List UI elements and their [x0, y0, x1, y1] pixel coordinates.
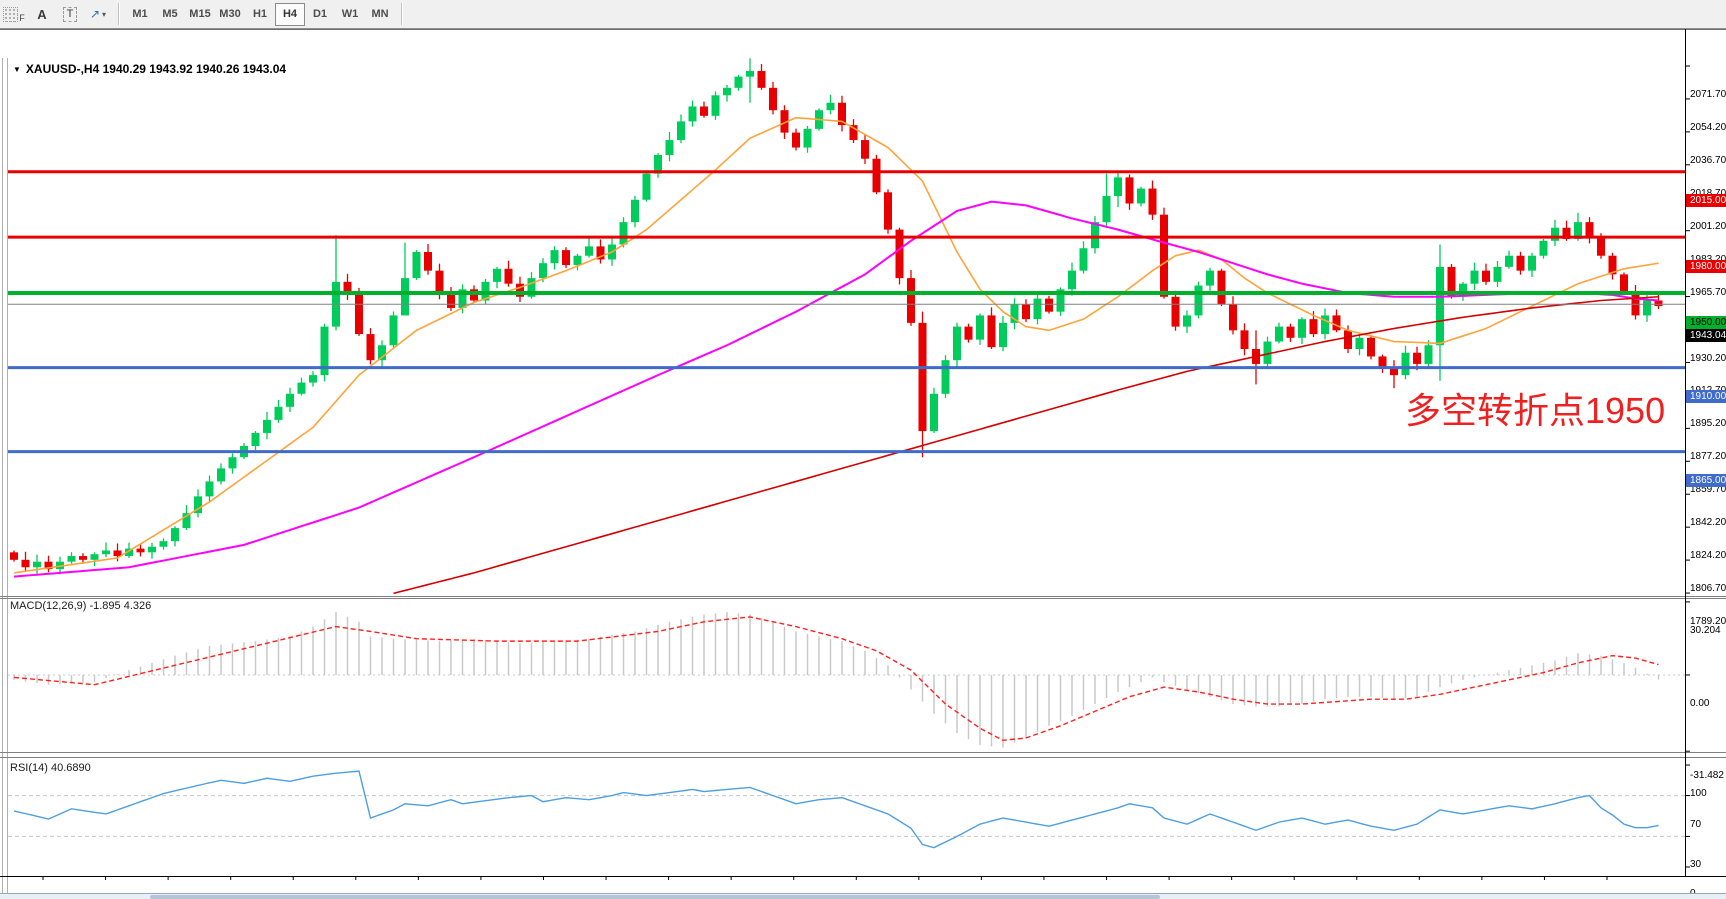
hline-price-badge: 1950.00 — [1686, 315, 1726, 329]
chart-window[interactable]: 多空转折点1950 ▼ XAUUSD-,H4 1940.29 1943.92 1… — [0, 29, 1726, 899]
shapes-dropdown-button[interactable]: ↗ ▾ — [86, 3, 110, 25]
chart-left-border — [7, 58, 8, 893]
symbol-ohlc-text: XAUUSD-,H4 1940.29 1943.92 1940.26 1943.… — [25, 62, 287, 76]
timeframe-button-h1[interactable]: H1 — [252, 7, 268, 20]
price-tick-label: 1789.20 — [1690, 616, 1726, 628]
grid-icon — [3, 6, 19, 22]
letter-a-icon: A — [37, 6, 47, 22]
indicator-tick-label: 70 — [1690, 818, 1702, 830]
price-tick-label: 2036.70 — [1690, 154, 1726, 166]
horizontal-scrollbar[interactable] — [0, 893, 1726, 899]
timeframe-button-mn[interactable]: MN — [371, 7, 389, 20]
indicator-tick-label: 0.00 — [1690, 698, 1710, 709]
timeframe-group: M1 M5 M15 M30 H1 H4 D1 W1 MN — [125, 2, 395, 26]
indicator-tick-label: -31.482 — [1690, 770, 1724, 782]
scrollbar-thumb[interactable] — [150, 895, 1160, 899]
grid-f-label: F — [19, 13, 25, 23]
textbox-button[interactable]: T — [58, 3, 82, 25]
indicator-tick-label: 30.204 — [1690, 624, 1721, 636]
hline-price-badge: 1865.00 — [1686, 474, 1726, 488]
grid-f-button[interactable]: F — [2, 3, 26, 25]
price-tick-label: 1930.20 — [1690, 352, 1726, 364]
timeframe-button-w1[interactable]: W1 — [341, 7, 359, 20]
price-tick-label: 1824.20 — [1690, 550, 1726, 562]
price-tick-label: 1895.20 — [1690, 418, 1726, 430]
timeframe-button-d1[interactable]: D1 — [312, 7, 328, 20]
price-tick-label: 1965.70 — [1690, 286, 1726, 298]
rsi-indicator-label: RSI(14) 40.6890 — [10, 762, 91, 774]
price-tick-label: 1806.70 — [1690, 583, 1726, 595]
macd-indicator-label: MACD(12,26,9) -1.895 4.326 — [10, 600, 152, 612]
price-tick-label: 2001.20 — [1690, 220, 1726, 232]
price-tick-label: 1877.20 — [1690, 451, 1726, 463]
price-tick-label: 1983.20 — [1690, 254, 1726, 265]
timeframe-button-m30[interactable]: M30 — [219, 7, 241, 20]
chart-canvas[interactable]: 多空转折点1950 — [0, 29, 1726, 899]
hline-price-badge: 1980.00 — [1686, 259, 1726, 273]
price-tick-label: 1859.70 — [1690, 484, 1726, 496]
chart-title: ▼ XAUUSD-,H4 1940.29 1943.92 1940.26 194… — [13, 62, 286, 76]
price-tick-label: 2071.70 — [1690, 89, 1726, 100]
toolbar-separator — [118, 3, 119, 25]
hline-price-badge: 2015.00 — [1686, 194, 1726, 208]
price-tick-label: 2054.20 — [1690, 121, 1726, 133]
window-left-edge — [2, 58, 3, 893]
letter-t-icon: T — [62, 6, 78, 22]
text-label-button[interactable]: A — [30, 3, 54, 25]
svg-text:多空转折点1950: 多空转折点1950 — [1405, 390, 1665, 431]
arrow-shape-icon: ↗ — [89, 7, 101, 21]
price-tick-label: 1842.20 — [1690, 517, 1726, 529]
timeframe-button-m1[interactable]: M1 — [132, 7, 148, 20]
timeframe-button-m15[interactable]: M15 — [189, 7, 211, 20]
indicator-tick-label: 30 — [1690, 859, 1702, 871]
hline-price-badge: 1910.00 — [1686, 390, 1726, 404]
chevron-down-icon: ▼ — [13, 64, 21, 74]
toolbar: F A T ↗ ▾ M1 M5 M15 M30 H1 H4 D1 W1 MN — [0, 0, 1726, 29]
last-price-badge: 1943.04 — [1686, 328, 1726, 342]
indicator-tick-label: 100 — [1690, 788, 1707, 799]
chevron-down-icon: ▾ — [102, 9, 107, 19]
toolbar-separator — [401, 3, 402, 25]
timeframe-button-m5[interactable]: M5 — [162, 7, 178, 20]
timeframe-button-h4[interactable]: H4 — [275, 2, 305, 26]
